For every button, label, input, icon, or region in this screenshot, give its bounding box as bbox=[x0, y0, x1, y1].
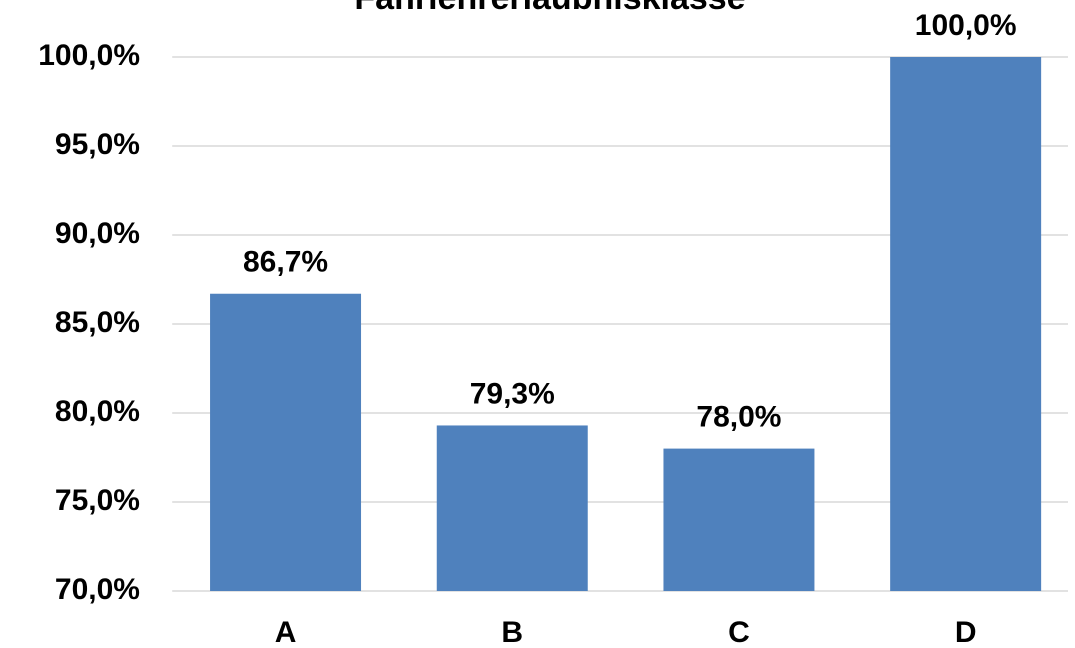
x-tick-label: C bbox=[728, 616, 750, 648]
bar bbox=[663, 448, 815, 591]
chart-title: Fahrlehrerlaubnisklasse bbox=[354, 0, 745, 17]
bar bbox=[890, 57, 1042, 591]
x-tick-label: B bbox=[501, 616, 523, 648]
data-label: 100,0% bbox=[915, 9, 1017, 42]
y-tick-label: 85,0% bbox=[55, 306, 140, 339]
data-label: 86,7% bbox=[243, 246, 328, 279]
data-label: 78,0% bbox=[696, 401, 781, 434]
y-tick-label: 100,0% bbox=[38, 39, 140, 72]
y-tick-label: 70,0% bbox=[55, 573, 140, 606]
y-tick-label: 95,0% bbox=[55, 128, 140, 161]
x-tick-label: A bbox=[275, 616, 297, 648]
y-tick-label: 75,0% bbox=[55, 484, 140, 517]
y-tick-label: 80,0% bbox=[55, 395, 140, 428]
bar bbox=[436, 425, 588, 591]
y-tick-label: 90,0% bbox=[55, 217, 140, 250]
x-tick-label: D bbox=[955, 616, 977, 648]
bar bbox=[210, 293, 362, 591]
data-label: 79,3% bbox=[470, 377, 555, 410]
